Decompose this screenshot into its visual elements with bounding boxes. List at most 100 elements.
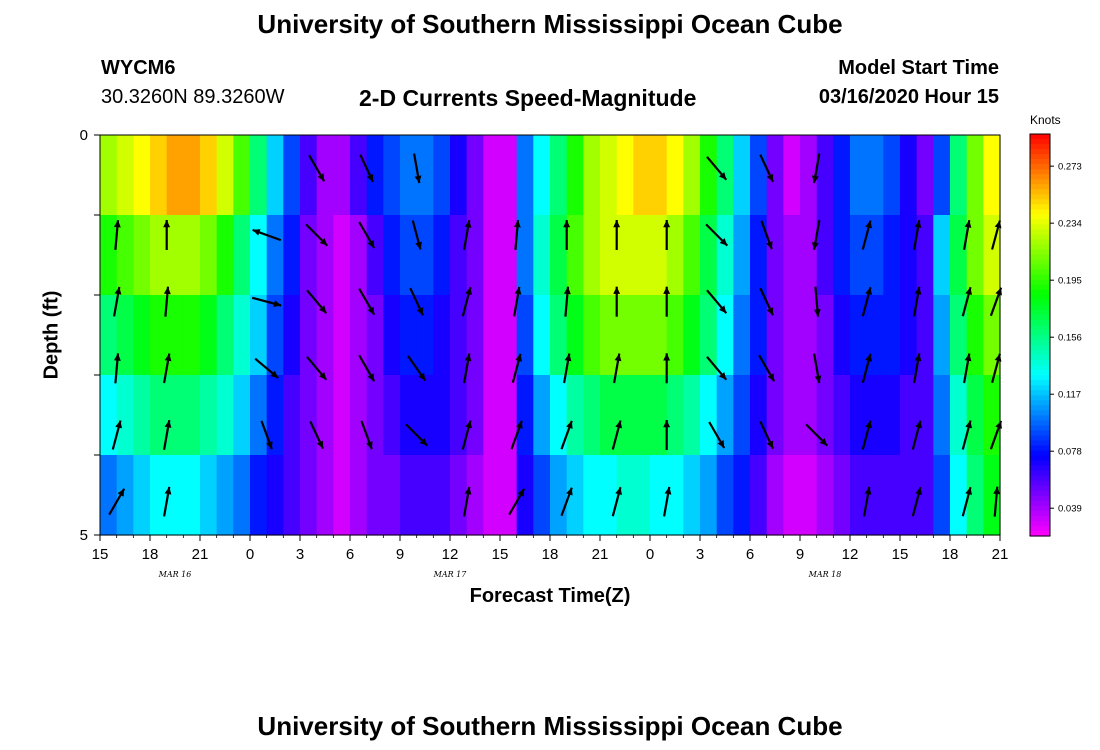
colorbar-segment: [1030, 340, 1050, 346]
colorbar-segment: [1030, 179, 1050, 185]
heat-cell: [983, 295, 1001, 376]
heat-cell: [666, 455, 684, 536]
heat-cell: [400, 135, 418, 216]
heat-cell: [250, 215, 268, 296]
colorbar-segment: [1030, 199, 1050, 205]
heat-cell: [550, 455, 568, 536]
x-tick-label: 6: [746, 546, 754, 563]
heat-cell: [783, 135, 801, 216]
heat-cell: [433, 215, 451, 296]
current-vector-head: [766, 173, 774, 182]
heat-cell: [250, 375, 268, 456]
heat-cell: [400, 375, 418, 456]
heat-cell: [316, 135, 334, 216]
heat-cell: [100, 215, 118, 296]
heat-cell: [566, 455, 584, 536]
colorbar-segment: [1030, 450, 1050, 457]
page-title: University of Southern Mississippi Ocean…: [257, 9, 843, 39]
colorbar-segment: [1030, 259, 1050, 266]
heat-cell: [100, 375, 118, 456]
current-vector-head: [964, 353, 972, 362]
heat-cell: [500, 295, 518, 376]
current-vector-head: [514, 286, 522, 295]
heat-cell: [800, 295, 818, 376]
colorbar-segment: [1030, 485, 1050, 492]
heat-cell: [233, 375, 251, 456]
colorbar-segment: [1030, 430, 1050, 437]
heat-cell: [333, 455, 351, 536]
heat-cell: [200, 295, 218, 376]
y-tick-label: 5: [80, 527, 88, 544]
current-vector-head: [117, 488, 125, 497]
current-vector-head: [270, 370, 279, 378]
heat-cell: [933, 295, 951, 376]
colorbar-segment: [1030, 455, 1050, 462]
colorbar-segment: [1030, 510, 1050, 517]
colorbar-segment: [1030, 470, 1050, 477]
heat-cell: [266, 135, 284, 216]
heat-cell: [933, 215, 951, 296]
colorbar-segment: [1030, 505, 1050, 512]
current-vector-head: [464, 220, 472, 228]
heat-cell: [983, 455, 1001, 536]
heat-cell: [616, 215, 634, 296]
current-vector-head: [993, 486, 1001, 495]
heat-cell: [133, 135, 151, 216]
current-vector-head: [317, 173, 325, 182]
heat-cell: [483, 295, 501, 376]
heat-cell: [216, 215, 234, 296]
heat-cell: [316, 295, 334, 376]
heat-cell: [866, 215, 884, 296]
current-vector-head: [615, 487, 622, 495]
colorbar-segment: [1030, 530, 1050, 537]
footer-title: University of Southern Mississippi Ocean…: [257, 711, 843, 741]
colorbar-segment: [1030, 304, 1050, 311]
current-vector-head: [766, 307, 774, 316]
heat-cell: [850, 375, 868, 456]
heat-cell: [300, 455, 318, 536]
model-start-label: Model Start Time: [838, 57, 999, 79]
current-vector-head: [415, 241, 422, 250]
current-vector-head: [416, 307, 424, 316]
heat-cell: [116, 135, 134, 216]
colorbar-title: Knots: [1030, 113, 1061, 127]
current-vector-head: [266, 441, 273, 450]
heat-cell: [583, 455, 601, 536]
heat-cell: [566, 295, 584, 376]
current-vector-head: [564, 353, 572, 362]
colorbar-segment: [1030, 465, 1050, 472]
heat-cell: [900, 455, 918, 536]
current-vector-head: [465, 420, 472, 429]
current-vector-head: [719, 372, 727, 380]
heat-cell: [683, 295, 701, 376]
heat-cell: [133, 295, 151, 376]
heat-cell: [933, 455, 951, 536]
heat-cell: [583, 135, 601, 216]
heat-cell: [750, 135, 768, 216]
colorbar-segment: [1030, 314, 1050, 321]
heat-cell: [683, 375, 701, 456]
date-label: MAR 16: [158, 570, 192, 579]
x-tick-label: 9: [396, 546, 404, 563]
heat-cell: [883, 455, 901, 536]
heat-cell: [350, 215, 368, 296]
colorbar-segment: [1030, 385, 1050, 391]
heat-cell: [200, 455, 218, 536]
colorbar-segment: [1030, 294, 1050, 301]
heat-cell: [450, 375, 468, 456]
heat-cell: [616, 455, 634, 536]
model-start-value: 03/16/2020 Hour 15: [818, 86, 999, 108]
heat-cell: [883, 375, 901, 456]
heat-cell: [783, 455, 801, 536]
heat-cell: [266, 295, 284, 376]
colorbar-segment: [1030, 219, 1050, 226]
heat-cell: [533, 215, 551, 296]
heat-cell: [250, 455, 268, 536]
heat-cell: [683, 135, 701, 216]
current-vector-head: [367, 240, 375, 248]
heat-cell: [783, 215, 801, 296]
x-tick-label: 15: [892, 546, 909, 563]
heat-cell: [833, 135, 851, 216]
